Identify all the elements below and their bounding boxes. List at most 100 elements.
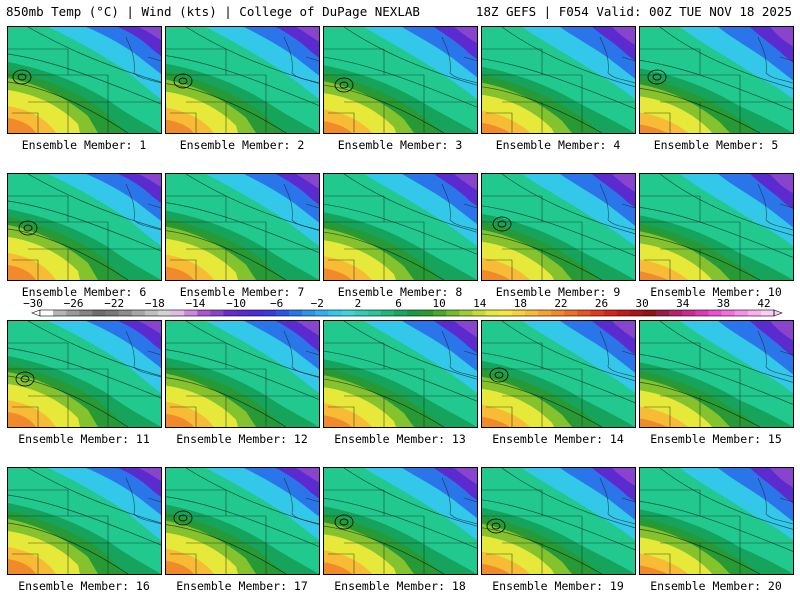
state-boundary (12, 56, 161, 133)
state-boundary (328, 497, 477, 574)
temperature-band (296, 27, 319, 42)
temperature-map (324, 27, 477, 133)
state-boundary (324, 342, 477, 427)
wind-contour (166, 230, 287, 280)
colorbar-swatch (603, 310, 618, 316)
low-pressure-contour (334, 77, 354, 93)
temperature-band (324, 415, 352, 427)
ensemble-member-panel (323, 320, 478, 428)
wind-contour (343, 174, 477, 233)
state-boundary (441, 36, 477, 84)
run-valid-title: 18Z GEFS | F054 Valid: 00Z TUE NOV 18 20… (475, 4, 792, 19)
product-title: 850mb Temp (°C) | Wind (kts) | College o… (6, 4, 420, 19)
colorbar-swatch (760, 310, 775, 316)
colorbar-swatch (197, 310, 211, 316)
low-pressure-contour (494, 371, 504, 379)
temperature-band (118, 174, 161, 203)
temperature-band (8, 118, 36, 133)
colorbar-swatch (590, 310, 604, 316)
temperature-map (324, 321, 477, 427)
state-boundary (170, 56, 319, 133)
ensemble-member-panel (7, 320, 162, 428)
colorbar-outline (39, 309, 775, 317)
colorbar-swatch (341, 310, 355, 316)
ensemble-member-label: Ensemble Member: 18 (334, 579, 466, 593)
colorbar-swatch (420, 310, 434, 316)
temperature-band (138, 468, 161, 481)
colorbar-min-arrow (31, 309, 41, 317)
colorbar-tick-label: 34 (676, 297, 690, 310)
wind-contour (324, 84, 445, 133)
low-pressure-contour (652, 73, 662, 81)
state-boundary (486, 497, 635, 574)
wind-contour (27, 321, 161, 377)
wind-contour (640, 207, 793, 258)
colorbar-swatch (708, 310, 722, 316)
low-pressure-contour (489, 367, 509, 383)
colorbar-swatch (118, 310, 133, 316)
colorbar-tick-label: −30 (23, 297, 43, 310)
colorbar-swatch (629, 310, 644, 316)
state-boundary (8, 195, 161, 280)
wind-contour (185, 468, 319, 525)
temperature-band (296, 321, 319, 336)
ensemble-member-panel (481, 467, 636, 575)
temperature-map (166, 27, 319, 133)
colorbar-swatch (393, 310, 408, 316)
ensemble-member-panel (165, 173, 320, 281)
temperature-band (138, 27, 161, 40)
state-boundary (486, 56, 635, 133)
wind-contour (640, 88, 761, 133)
temperature-band (166, 560, 194, 574)
colorbar-swatch (302, 310, 316, 316)
state-boundary (324, 195, 477, 280)
colorbar-swatch (223, 310, 237, 316)
colorbar-graphic: −30 −26 −22 −18 −14 −10 −6 −2 2 6 10 14 18 22 26 30 34 38… (23, 297, 783, 317)
temperature-band (118, 321, 161, 350)
wind-contour (343, 321, 477, 380)
colorbar-tick-label: 26 (595, 297, 608, 310)
ensemble-member-label: Ensemble Member: 10 (650, 285, 782, 299)
colorbar-swatch (642, 310, 657, 316)
wind-contour (482, 233, 603, 280)
ensemble-member-panel (165, 467, 320, 575)
temperature-band (770, 174, 793, 194)
wind-contour (501, 174, 635, 235)
temperature-band (482, 269, 510, 280)
colorbar-swatch (433, 310, 447, 316)
wind-contour (166, 377, 287, 427)
colorbar-swatch (734, 310, 749, 316)
temperature-band (296, 174, 319, 189)
temperature-band (612, 174, 635, 192)
temperature-map (482, 27, 635, 133)
wind-contour (185, 174, 319, 231)
colorbar-tick-label: −18 (145, 297, 165, 310)
temperature-band (640, 271, 668, 280)
wind-contour (343, 468, 477, 527)
state-boundary (324, 489, 477, 574)
wind-contour (640, 501, 793, 552)
colorbar-swatch (577, 310, 591, 316)
ensemble-member-panel (639, 320, 794, 428)
state-boundary (599, 36, 635, 84)
wind-contour (324, 203, 477, 255)
header: 850mb Temp (°C) | Wind (kts) | College o… (0, 0, 800, 22)
wind-contour (659, 321, 793, 383)
temperature-map (166, 468, 319, 574)
temperature-band (166, 266, 194, 280)
colorbar-swatch (171, 310, 185, 316)
wind-contour (482, 58, 635, 110)
temperature-band (770, 27, 793, 47)
wind-contour (166, 524, 287, 574)
state-boundary (644, 497, 793, 574)
ensemble-member-panel (165, 26, 320, 134)
colorbar-max-arrow (773, 309, 783, 317)
wind-contour (8, 347, 161, 399)
temperature-map (8, 27, 161, 133)
state-boundary (166, 48, 319, 133)
colorbar-tick-label: 14 (473, 297, 487, 310)
wind-contour (166, 55, 319, 106)
colorbar-swatch (131, 310, 146, 316)
temperature-band (640, 565, 668, 574)
wind-contour (482, 380, 603, 427)
